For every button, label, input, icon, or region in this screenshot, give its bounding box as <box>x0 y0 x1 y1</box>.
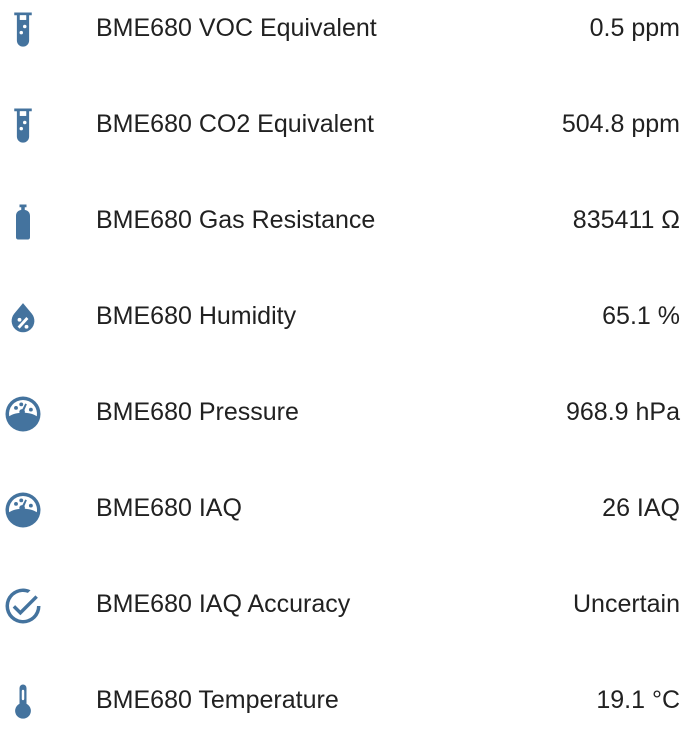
entity-name[interactable]: BME680 IAQ Accuracy <box>96 590 351 618</box>
thermometer-icon <box>2 681 44 723</box>
entity-value: 835411 Ω <box>572 206 680 234</box>
entity-row[interactable]: BME680 IAQ Accuracy Uncertain <box>0 576 692 636</box>
entity-name[interactable]: BME680 VOC Equivalent <box>96 14 377 42</box>
water-percent-icon <box>2 297 44 339</box>
entity-name[interactable]: BME680 Humidity <box>96 302 297 330</box>
entity-row[interactable]: BME680 Gas Resistance 835411 Ω <box>0 192 692 252</box>
entity-row[interactable]: BME680 Humidity 65.1 % <box>0 288 692 348</box>
entity-row[interactable]: BME680 CO2 Equivalent 504.8 ppm <box>0 96 692 156</box>
entity-row[interactable]: BME680 VOC Equivalent 0.5 ppm <box>0 0 692 60</box>
gauge-icon <box>2 489 44 531</box>
entity-name[interactable]: BME680 Pressure <box>96 398 299 426</box>
test-tube-icon <box>2 105 44 147</box>
gauge-icon <box>2 393 44 435</box>
entity-row[interactable]: BME680 Temperature 19.1 °C <box>0 672 692 732</box>
gas-cylinder-icon <box>2 201 44 243</box>
entity-value: 65.1 % <box>602 302 680 330</box>
entity-value: 0.5 ppm <box>589 14 680 42</box>
entity-name[interactable]: BME680 Temperature <box>96 686 339 714</box>
check-circle-outline-icon <box>2 585 44 627</box>
entity-value: 504.8 ppm <box>561 110 680 138</box>
entity-value: 26 IAQ <box>602 494 680 522</box>
entity-row[interactable]: BME680 Pressure 968.9 hPa <box>0 384 692 444</box>
entity-value: 968.9 hPa <box>566 398 680 426</box>
test-tube-icon <box>2 9 44 51</box>
entity-row[interactable]: BME680 IAQ 26 IAQ <box>0 480 692 540</box>
entity-name[interactable]: BME680 CO2 Equivalent <box>96 110 374 138</box>
entity-value: Uncertain <box>573 590 680 618</box>
entity-value: 19.1 °C <box>596 686 680 714</box>
entity-name[interactable]: BME680 IAQ <box>96 494 242 522</box>
entity-name[interactable]: BME680 Gas Resistance <box>96 206 376 234</box>
